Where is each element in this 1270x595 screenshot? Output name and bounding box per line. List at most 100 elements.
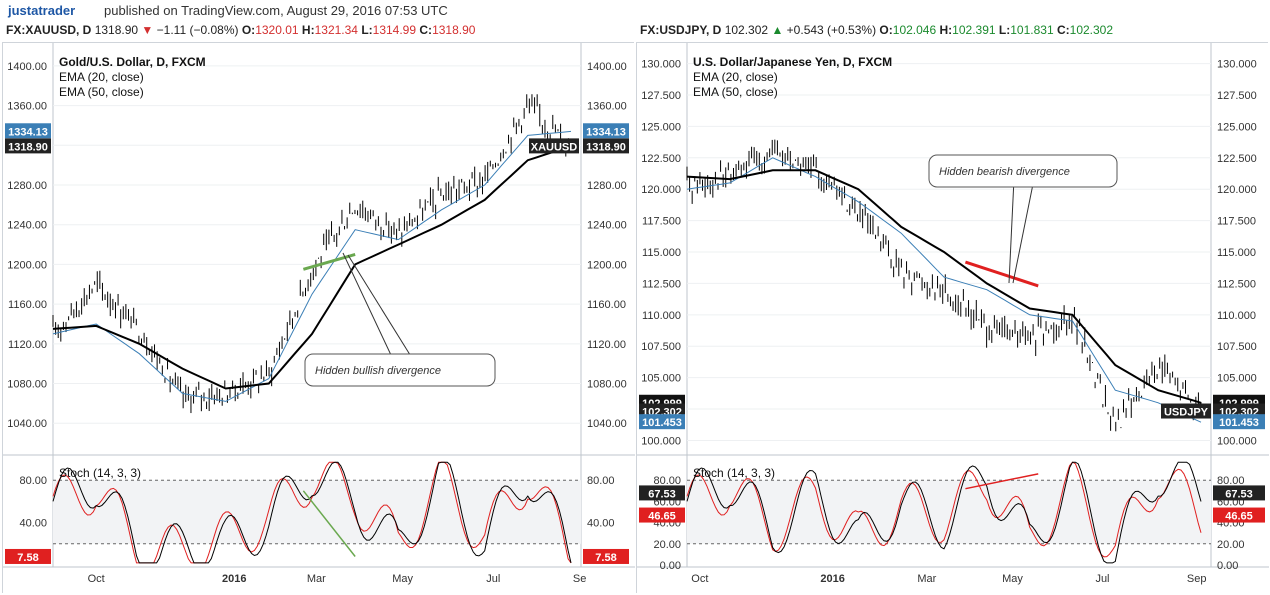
price-tick-label-left: 105.000 — [641, 373, 681, 385]
annotation-pointer — [1012, 186, 1033, 284]
price-tick-label-left: 1120.00 — [8, 339, 47, 351]
badge-stoch-left: 7.58 — [17, 552, 38, 564]
right-symbol[interactable]: FX:USDJPY, D — [640, 23, 722, 37]
stoch-tick-label-left: 40.00 — [19, 518, 47, 530]
stoch-tick-label-right: 80.00 — [587, 475, 615, 487]
right-open: 102.046 — [892, 23, 937, 37]
stoch-k-line — [52, 461, 572, 564]
price-tick-label-left: 130.000 — [641, 59, 681, 71]
price-tick-label-left: 115.000 — [642, 247, 681, 259]
ema50-line — [52, 145, 572, 390]
stoch-divergence-trendline — [965, 473, 1039, 490]
price-tick-label-left: 125.000 — [641, 121, 681, 133]
badge-stoch-k-left-bg — [639, 485, 685, 501]
badge-symbol: XAUUSD — [531, 141, 578, 153]
price-tick-label-right: 100.000 — [1217, 435, 1257, 447]
chart-title: U.S. Dollar/Japanese Yen, D, FXCM — [693, 55, 892, 69]
badge-ema20-left-bg — [639, 414, 685, 430]
price-tick-label-left: 112.500 — [642, 278, 681, 290]
price-tick-label-left: 1040.00 — [7, 418, 47, 430]
time-tick-label: May — [1002, 573, 1023, 585]
author-link[interactable]: justatrader — [8, 3, 76, 18]
price-tick-label-left: 1080.00 — [7, 379, 47, 391]
time-tick-label: May — [392, 573, 413, 585]
price-tick-label-right: 1120.00 — [587, 339, 626, 351]
right-change: +0.543 (+0.53%) — [786, 23, 877, 37]
xauusd-chart-svg[interactable]: 1040.00 1040.00 1080.00 1080.00 1120.00 1120.… — [3, 43, 635, 594]
time-tick-label: Jul — [486, 573, 500, 585]
badge-stoch-k-left: 67.53 — [648, 488, 676, 500]
stoch-tick-label-right: 80.00 — [1217, 475, 1245, 487]
price-tick-label-right: 1280.00 — [587, 180, 627, 192]
stoch-band — [687, 480, 1211, 544]
badge-last-right-bg — [583, 138, 629, 154]
stoch-tick-label-left: 20.00 — [653, 539, 681, 551]
annotation-text: Hidden bullish divergence — [315, 365, 441, 377]
badge-ema20-left-bg — [5, 123, 51, 139]
badge-symbol: USDJPY — [1164, 407, 1209, 419]
right-last: 102.302 — [724, 23, 769, 37]
publication-info: published on TradingView.com, August 29,… — [104, 3, 448, 18]
ema50-line — [686, 169, 1202, 404]
badge-ema20-right: 1334.13 — [586, 126, 626, 138]
left-symbol-bar: FX:XAUUSD, D 1318.90 ▼ −1.11 (−0.08%) O:… — [6, 23, 476, 37]
usdjpy-chart-svg[interactable]: 100.000100.000102.500102.500105.000105.0… — [637, 43, 1269, 594]
price-tick-label-right: 1040.00 — [587, 418, 627, 430]
time-tick-label: Mar — [917, 573, 936, 585]
annotation-pointer — [1008, 186, 1015, 284]
badge-stoch-d-left: 46.65 — [648, 511, 676, 523]
usdjpy-chart-panel[interactable]: 100.000100.000102.500102.500105.000105.0… — [636, 42, 1269, 594]
divergence-trendline — [964, 260, 1039, 288]
stoch-tick-label-right: 0.00 — [1217, 560, 1238, 572]
stoch-k-line — [686, 461, 1202, 564]
badge-stoch-left-bg — [5, 548, 51, 564]
badge-stoch-d-left-bg — [639, 507, 685, 523]
badge-stoch-right: 7.58 — [595, 552, 616, 564]
price-tick-label-right: 115.000 — [1217, 247, 1256, 259]
ema20-line — [686, 157, 1202, 423]
price-tick-label-right: 110.000 — [1217, 310, 1256, 322]
price-tick-label-left: 120.000 — [641, 184, 681, 196]
time-tick-label: Jul — [1095, 573, 1109, 585]
time-tick-label: Oct — [88, 573, 105, 585]
price-tick-label-left: 107.500 — [641, 341, 681, 353]
left-symbol[interactable]: FX:XAUUSD, D — [6, 23, 92, 37]
price-tick-label-right: 127.500 — [1217, 90, 1257, 102]
right-close: 102.302 — [1069, 23, 1114, 37]
price-tick-label-right: 112.500 — [1217, 278, 1256, 290]
left-high: 1321.34 — [314, 23, 358, 37]
ema20-legend: EMA (20, close) — [59, 70, 144, 84]
time-tick-label: Se — [573, 573, 586, 585]
price-tick-label-left: 1200.00 — [7, 259, 47, 271]
price-tick-label-right: 1400.00 — [587, 61, 627, 73]
price-tick-label-right: 107.500 — [1217, 341, 1257, 353]
price-tick-label-left: 127.500 — [641, 90, 681, 102]
xauusd-chart-panel[interactable]: 1040.00 1040.00 1080.00 1080.00 1120.00 1120.… — [2, 42, 635, 594]
price-tick-label-right: 1240.00 — [587, 220, 627, 232]
up-triangle-icon: ▲ — [771, 23, 784, 37]
time-tick-label: Oct — [691, 573, 708, 585]
badge-ema20-right: 101.453 — [1219, 417, 1259, 429]
badge-symbol-bg — [529, 138, 579, 154]
price-tick-label-right: 1080.00 — [587, 379, 627, 391]
chart-title: Gold/U.S. Dollar, D, FXCM — [59, 55, 206, 69]
down-triangle-icon: ▼ — [141, 23, 154, 37]
badge-ema20-right-bg — [1213, 414, 1265, 430]
stoch-legend: Stoch (14, 3, 3) — [59, 466, 141, 480]
time-tick-label: 2016 — [820, 573, 844, 585]
time-tick-label: Mar — [307, 573, 326, 585]
time-tick-label: 2016 — [222, 573, 246, 585]
left-last: 1318.90 — [94, 23, 139, 37]
badge-stoch-k-right-bg — [1213, 485, 1265, 501]
badge-ema20-left: 101.453 — [642, 417, 682, 429]
left-change: −1.11 (−0.08%) — [156, 23, 239, 37]
right-high: 102.391 — [952, 23, 996, 37]
price-tick-label-right: 122.500 — [1217, 153, 1257, 165]
ema50-legend: EMA (50, close) — [693, 85, 778, 99]
price-tick-label-left: 100.000 — [641, 435, 681, 447]
badge-ema20-right-bg — [583, 123, 629, 139]
price-tick-label-left: 117.500 — [642, 216, 681, 228]
annotation-box — [304, 353, 496, 387]
price-tick-label-right: 105.000 — [1217, 373, 1257, 385]
price-tick-label-right: 1360.00 — [587, 101, 627, 113]
